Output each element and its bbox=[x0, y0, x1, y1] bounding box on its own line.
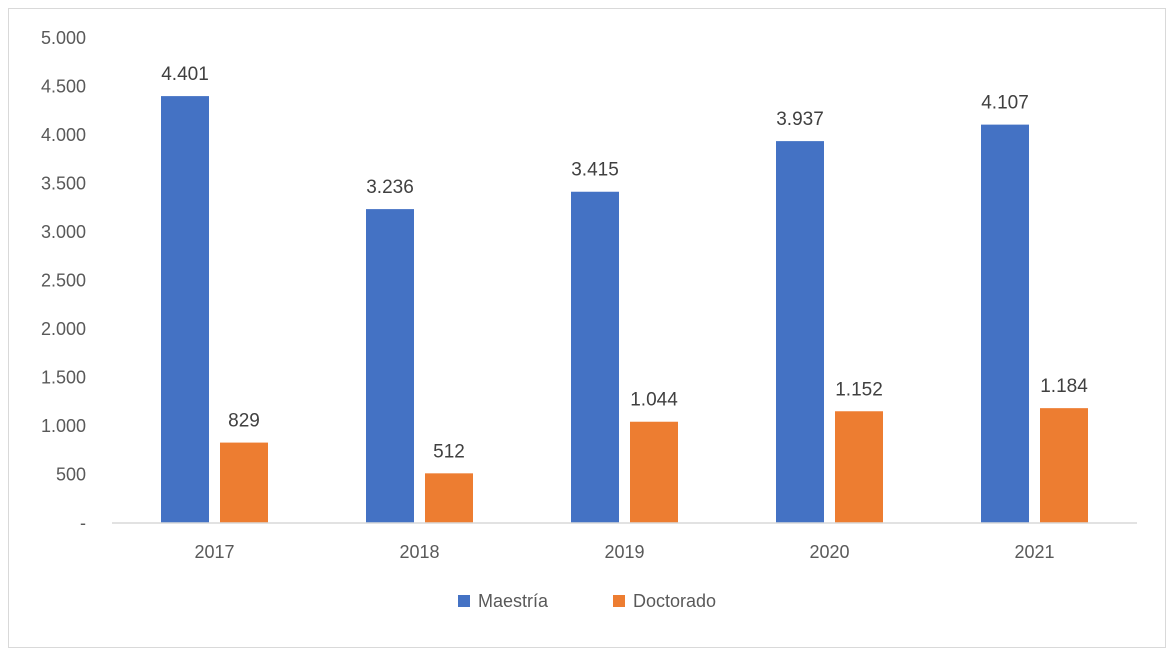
x-tick-label: 2019 bbox=[604, 542, 644, 562]
legend-swatch bbox=[613, 595, 625, 607]
x-axis: 2017 2018 2019 2020 2021 bbox=[194, 542, 1054, 562]
y-tick-label: 1.500 bbox=[41, 368, 86, 388]
y-tick-label: 500 bbox=[56, 465, 86, 485]
y-tick-label: 1.000 bbox=[41, 416, 86, 436]
bar-maestr-a-2017 bbox=[161, 96, 209, 523]
bar-maestr-a-2021 bbox=[981, 124, 1029, 523]
bar-doctorado-2020 bbox=[835, 411, 883, 523]
data-label: 1.184 bbox=[1040, 376, 1088, 397]
legend-swatch bbox=[458, 595, 470, 607]
y-tick-label: 4.000 bbox=[41, 125, 86, 145]
x-tick-label: 2018 bbox=[399, 542, 439, 562]
y-tick-label: - bbox=[80, 513, 86, 533]
y-tick-label: 5.000 bbox=[41, 28, 86, 48]
data-label: 3.236 bbox=[366, 177, 414, 198]
bars-group: 4.401 829 3.236 512 3.415 1.044 3.937 1.152 4.10… bbox=[161, 64, 1088, 523]
x-tick-label: 2017 bbox=[194, 542, 234, 562]
legend: Maestría Doctorado bbox=[458, 591, 716, 611]
y-tick-label: 2.500 bbox=[41, 271, 86, 291]
data-label: 4.107 bbox=[981, 93, 1029, 114]
bar-doctorado-2018 bbox=[425, 473, 473, 523]
data-label: 4.401 bbox=[161, 64, 209, 85]
bar-maestr-a-2019 bbox=[571, 191, 619, 523]
x-tick-label: 2020 bbox=[809, 542, 849, 562]
legend-label: Maestría bbox=[478, 591, 549, 611]
data-label: 512 bbox=[433, 441, 465, 462]
bar-doctorado-2019 bbox=[630, 421, 678, 523]
y-tick-label: 2.000 bbox=[41, 319, 86, 339]
data-label: 1.044 bbox=[630, 390, 678, 411]
bar-maestr-a-2018 bbox=[366, 209, 414, 523]
data-label: 1.152 bbox=[835, 379, 883, 400]
y-tick-label: 4.500 bbox=[41, 77, 86, 97]
data-label: 829 bbox=[228, 411, 260, 432]
y-tick-label: 3.500 bbox=[41, 174, 86, 194]
data-label: 3.415 bbox=[571, 160, 619, 181]
bar-doctorado-2021 bbox=[1040, 408, 1088, 523]
data-label: 3.937 bbox=[776, 109, 824, 130]
bar-doctorado-2017 bbox=[220, 442, 268, 523]
legend-label: Doctorado bbox=[633, 591, 716, 611]
y-tick-label: 3.000 bbox=[41, 222, 86, 242]
y-axis: - 500 1.000 1.500 2.000 2.500 3.000 3.500 4.000 4… bbox=[41, 28, 86, 533]
x-tick-label: 2021 bbox=[1014, 542, 1054, 562]
bar-maestr-a-2020 bbox=[776, 141, 824, 523]
